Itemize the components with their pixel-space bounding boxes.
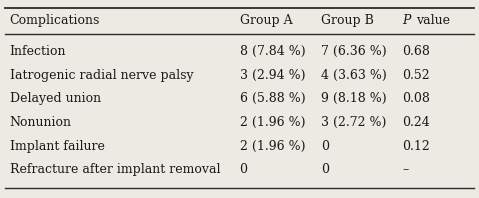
Text: 0: 0 (240, 163, 248, 176)
Text: 2 (1.96 %): 2 (1.96 %) (240, 116, 305, 129)
Text: Iatrogenic radial nerve palsy: Iatrogenic radial nerve palsy (10, 69, 193, 82)
Text: 7 (6.36 %): 7 (6.36 %) (321, 45, 387, 58)
Text: Group B: Group B (321, 14, 374, 27)
Text: Complications: Complications (10, 14, 100, 27)
Text: 0.12: 0.12 (402, 140, 430, 152)
Text: 0: 0 (321, 140, 329, 152)
Text: 3 (2.72 %): 3 (2.72 %) (321, 116, 386, 129)
Text: Infection: Infection (10, 45, 66, 58)
Text: Implant failure: Implant failure (10, 140, 104, 152)
Text: Nonunion: Nonunion (10, 116, 71, 129)
Text: 2 (1.96 %): 2 (1.96 %) (240, 140, 305, 152)
Text: Refracture after implant removal: Refracture after implant removal (10, 163, 220, 176)
Text: 4 (3.63 %): 4 (3.63 %) (321, 69, 387, 82)
Text: Delayed union: Delayed union (10, 92, 101, 105)
Text: 0.52: 0.52 (402, 69, 430, 82)
Text: 0.08: 0.08 (402, 92, 430, 105)
Text: Group A: Group A (240, 14, 292, 27)
Text: 3 (2.94 %): 3 (2.94 %) (240, 69, 305, 82)
Text: 6 (5.88 %): 6 (5.88 %) (240, 92, 305, 105)
Text: –: – (402, 163, 409, 176)
Text: 0: 0 (321, 163, 329, 176)
Text: value: value (416, 14, 450, 27)
Text: P: P (402, 14, 411, 27)
Text: 9 (8.18 %): 9 (8.18 %) (321, 92, 387, 105)
Text: 8 (7.84 %): 8 (7.84 %) (240, 45, 305, 58)
Text: 0.68: 0.68 (402, 45, 430, 58)
Text: 0.24: 0.24 (402, 116, 430, 129)
